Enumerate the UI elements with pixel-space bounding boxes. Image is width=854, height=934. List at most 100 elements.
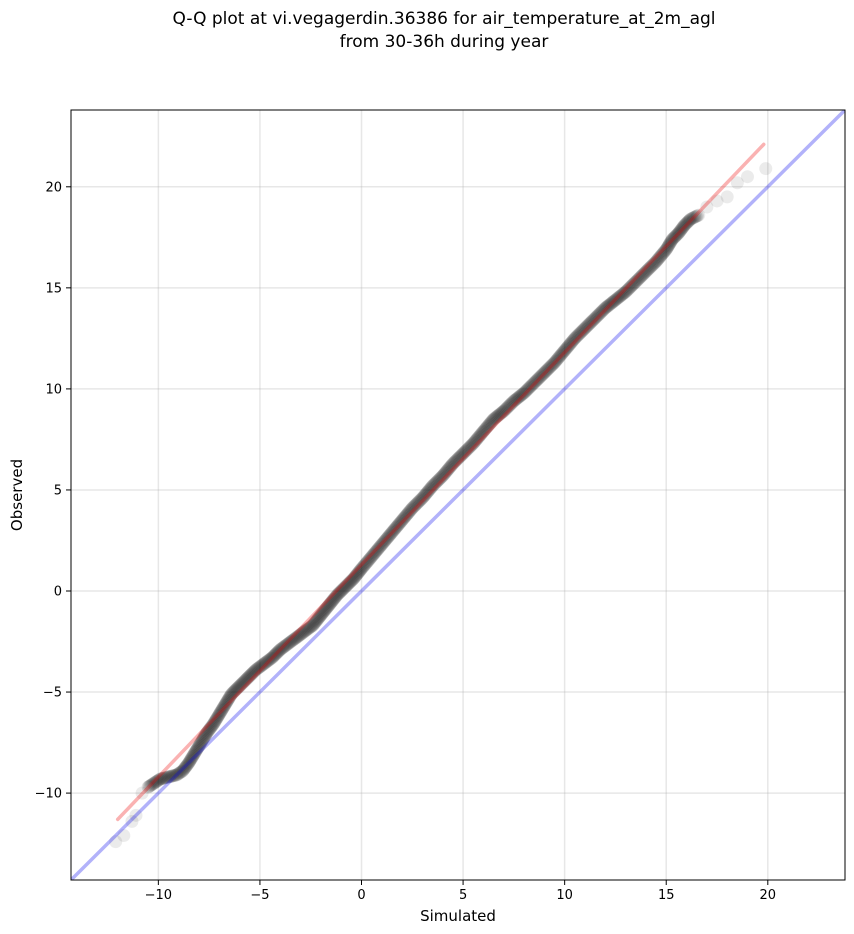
- data-point: [146, 777, 160, 791]
- data-point: [523, 380, 537, 394]
- data-point: [370, 544, 384, 558]
- data-point: [450, 452, 464, 466]
- data-point: [327, 591, 341, 605]
- data-point: [637, 267, 651, 281]
- data-point: [482, 417, 496, 431]
- data-point: [619, 285, 633, 299]
- data-point: [507, 394, 521, 408]
- data-point: [595, 304, 609, 318]
- data-point: [288, 631, 302, 645]
- data-point: [443, 460, 457, 474]
- data-point: [394, 514, 408, 528]
- data-point: [629, 275, 643, 289]
- data-point: [511, 390, 525, 404]
- data-point: [478, 422, 492, 436]
- data-point: [159, 771, 173, 785]
- data-point: [179, 759, 193, 773]
- data-point: [218, 698, 232, 712]
- data-point: [628, 276, 642, 290]
- data-point: [308, 616, 322, 630]
- data-point: [344, 574, 358, 588]
- data-point: [680, 216, 694, 230]
- data-point: [184, 752, 198, 766]
- data-point: [496, 405, 510, 419]
- data-point: [520, 383, 534, 397]
- data-point: [372, 541, 386, 555]
- data-point: [648, 256, 662, 270]
- data-point: [414, 492, 428, 506]
- data-point: [317, 605, 331, 619]
- data-point: [430, 474, 444, 488]
- data-point: [382, 529, 396, 543]
- data-point: [633, 270, 647, 284]
- data-point: [557, 345, 571, 359]
- data-point: [364, 551, 378, 565]
- data-point: [347, 571, 361, 585]
- grid: [71, 110, 845, 880]
- data-point: [657, 245, 671, 259]
- data-point: [626, 277, 640, 291]
- data-point: [293, 628, 307, 642]
- data-point: [598, 301, 612, 315]
- data-point: [214, 705, 228, 719]
- data-point: [313, 609, 327, 623]
- data-point: [142, 779, 156, 793]
- data-point: [710, 194, 724, 208]
- data-point: [462, 441, 476, 455]
- data-point: [506, 395, 520, 409]
- data-point: [350, 567, 364, 581]
- data-point: [587, 312, 601, 326]
- data-point: [684, 212, 698, 226]
- data-point: [189, 744, 203, 758]
- data-point: [144, 778, 158, 792]
- data-point: [524, 379, 538, 393]
- data-point: [196, 733, 210, 747]
- data-point: [658, 244, 672, 258]
- data-point: [213, 706, 227, 720]
- data-point: [117, 829, 131, 843]
- data-point: [544, 359, 558, 373]
- data-point: [135, 786, 149, 800]
- data-point: [471, 430, 485, 444]
- data-point: [371, 542, 385, 556]
- data-point: [260, 654, 274, 668]
- data-point: [392, 517, 406, 531]
- data-point: [330, 588, 344, 602]
- data-point: [740, 170, 754, 184]
- data-point: [551, 352, 565, 366]
- data-point: [267, 649, 281, 663]
- data-point: [446, 457, 460, 471]
- data-point: [280, 637, 294, 651]
- data-point: [408, 499, 422, 513]
- data-point: [295, 626, 309, 640]
- data-point: [231, 681, 245, 695]
- data-point: [388, 522, 402, 536]
- data-point: [220, 695, 234, 709]
- data-point: [545, 358, 559, 372]
- data-point: [674, 223, 688, 237]
- data-point: [227, 685, 241, 699]
- data-point: [294, 627, 308, 641]
- plot-frame: [70, 109, 846, 881]
- data-point: [243, 669, 257, 683]
- data-point: [584, 316, 598, 330]
- data-point: [534, 369, 548, 383]
- data-point: [508, 393, 522, 407]
- data-point: [672, 225, 686, 239]
- data-point: [435, 470, 449, 484]
- data-point: [311, 612, 325, 626]
- plot-area: [71, 110, 845, 880]
- data-point: [494, 406, 508, 420]
- data-point: [554, 348, 568, 362]
- data-point: [448, 454, 462, 468]
- data-point: [614, 288, 628, 302]
- data-point: [759, 162, 773, 176]
- data-point: [497, 404, 511, 418]
- data-point: [255, 658, 269, 672]
- data-point: [606, 295, 620, 309]
- data-point: [519, 384, 533, 398]
- data-point: [341, 577, 355, 591]
- data-point: [150, 774, 164, 788]
- data-point: [611, 291, 625, 305]
- data-point: [256, 658, 270, 672]
